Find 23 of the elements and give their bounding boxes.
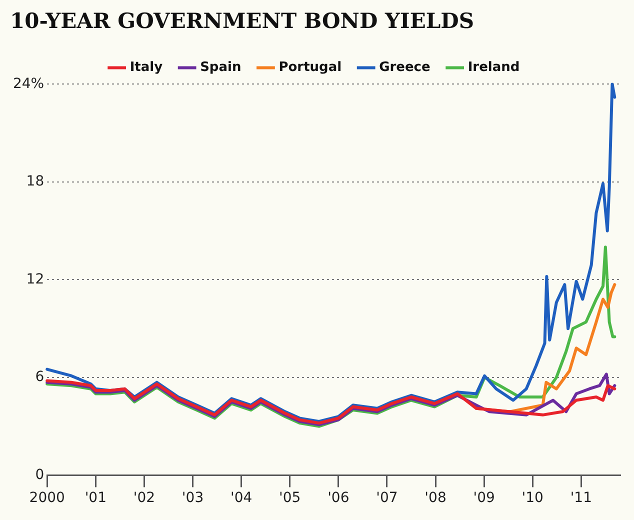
chart-title: 10-YEAR GOVERNMENT BOND YIELDS — [10, 8, 474, 34]
x-tick-label: '05 — [279, 490, 301, 506]
legend-label: Spain — [200, 60, 242, 76]
legend-label: Italy — [130, 60, 164, 76]
x-tick-label: 2000 — [29, 490, 65, 506]
y-tick-label: 18 — [26, 174, 44, 190]
x-tick-label: '06 — [328, 490, 350, 506]
y-tick-label: 0 — [35, 466, 44, 483]
y-tick-label: 6 — [35, 369, 44, 386]
x-tick-label: '07 — [376, 490, 398, 506]
x-tick-label: '09 — [473, 490, 495, 506]
x-tick-label: '11 — [570, 490, 592, 506]
y-tick-label: 12 — [26, 271, 44, 288]
legend-label: Portugal — [278, 60, 342, 76]
x-tick-label: '10 — [522, 490, 544, 506]
x-tick-label: '02 — [133, 490, 156, 506]
legend-label: Ireland — [468, 60, 520, 76]
x-tick-label: '03 — [182, 490, 204, 506]
x-tick-label: '08 — [424, 490, 446, 506]
x-tick-label: '01 — [84, 490, 107, 506]
x-tick-label: '04 — [230, 490, 252, 506]
y-tick-label: 24% — [12, 76, 44, 92]
legend-label: Greece — [379, 60, 431, 76]
